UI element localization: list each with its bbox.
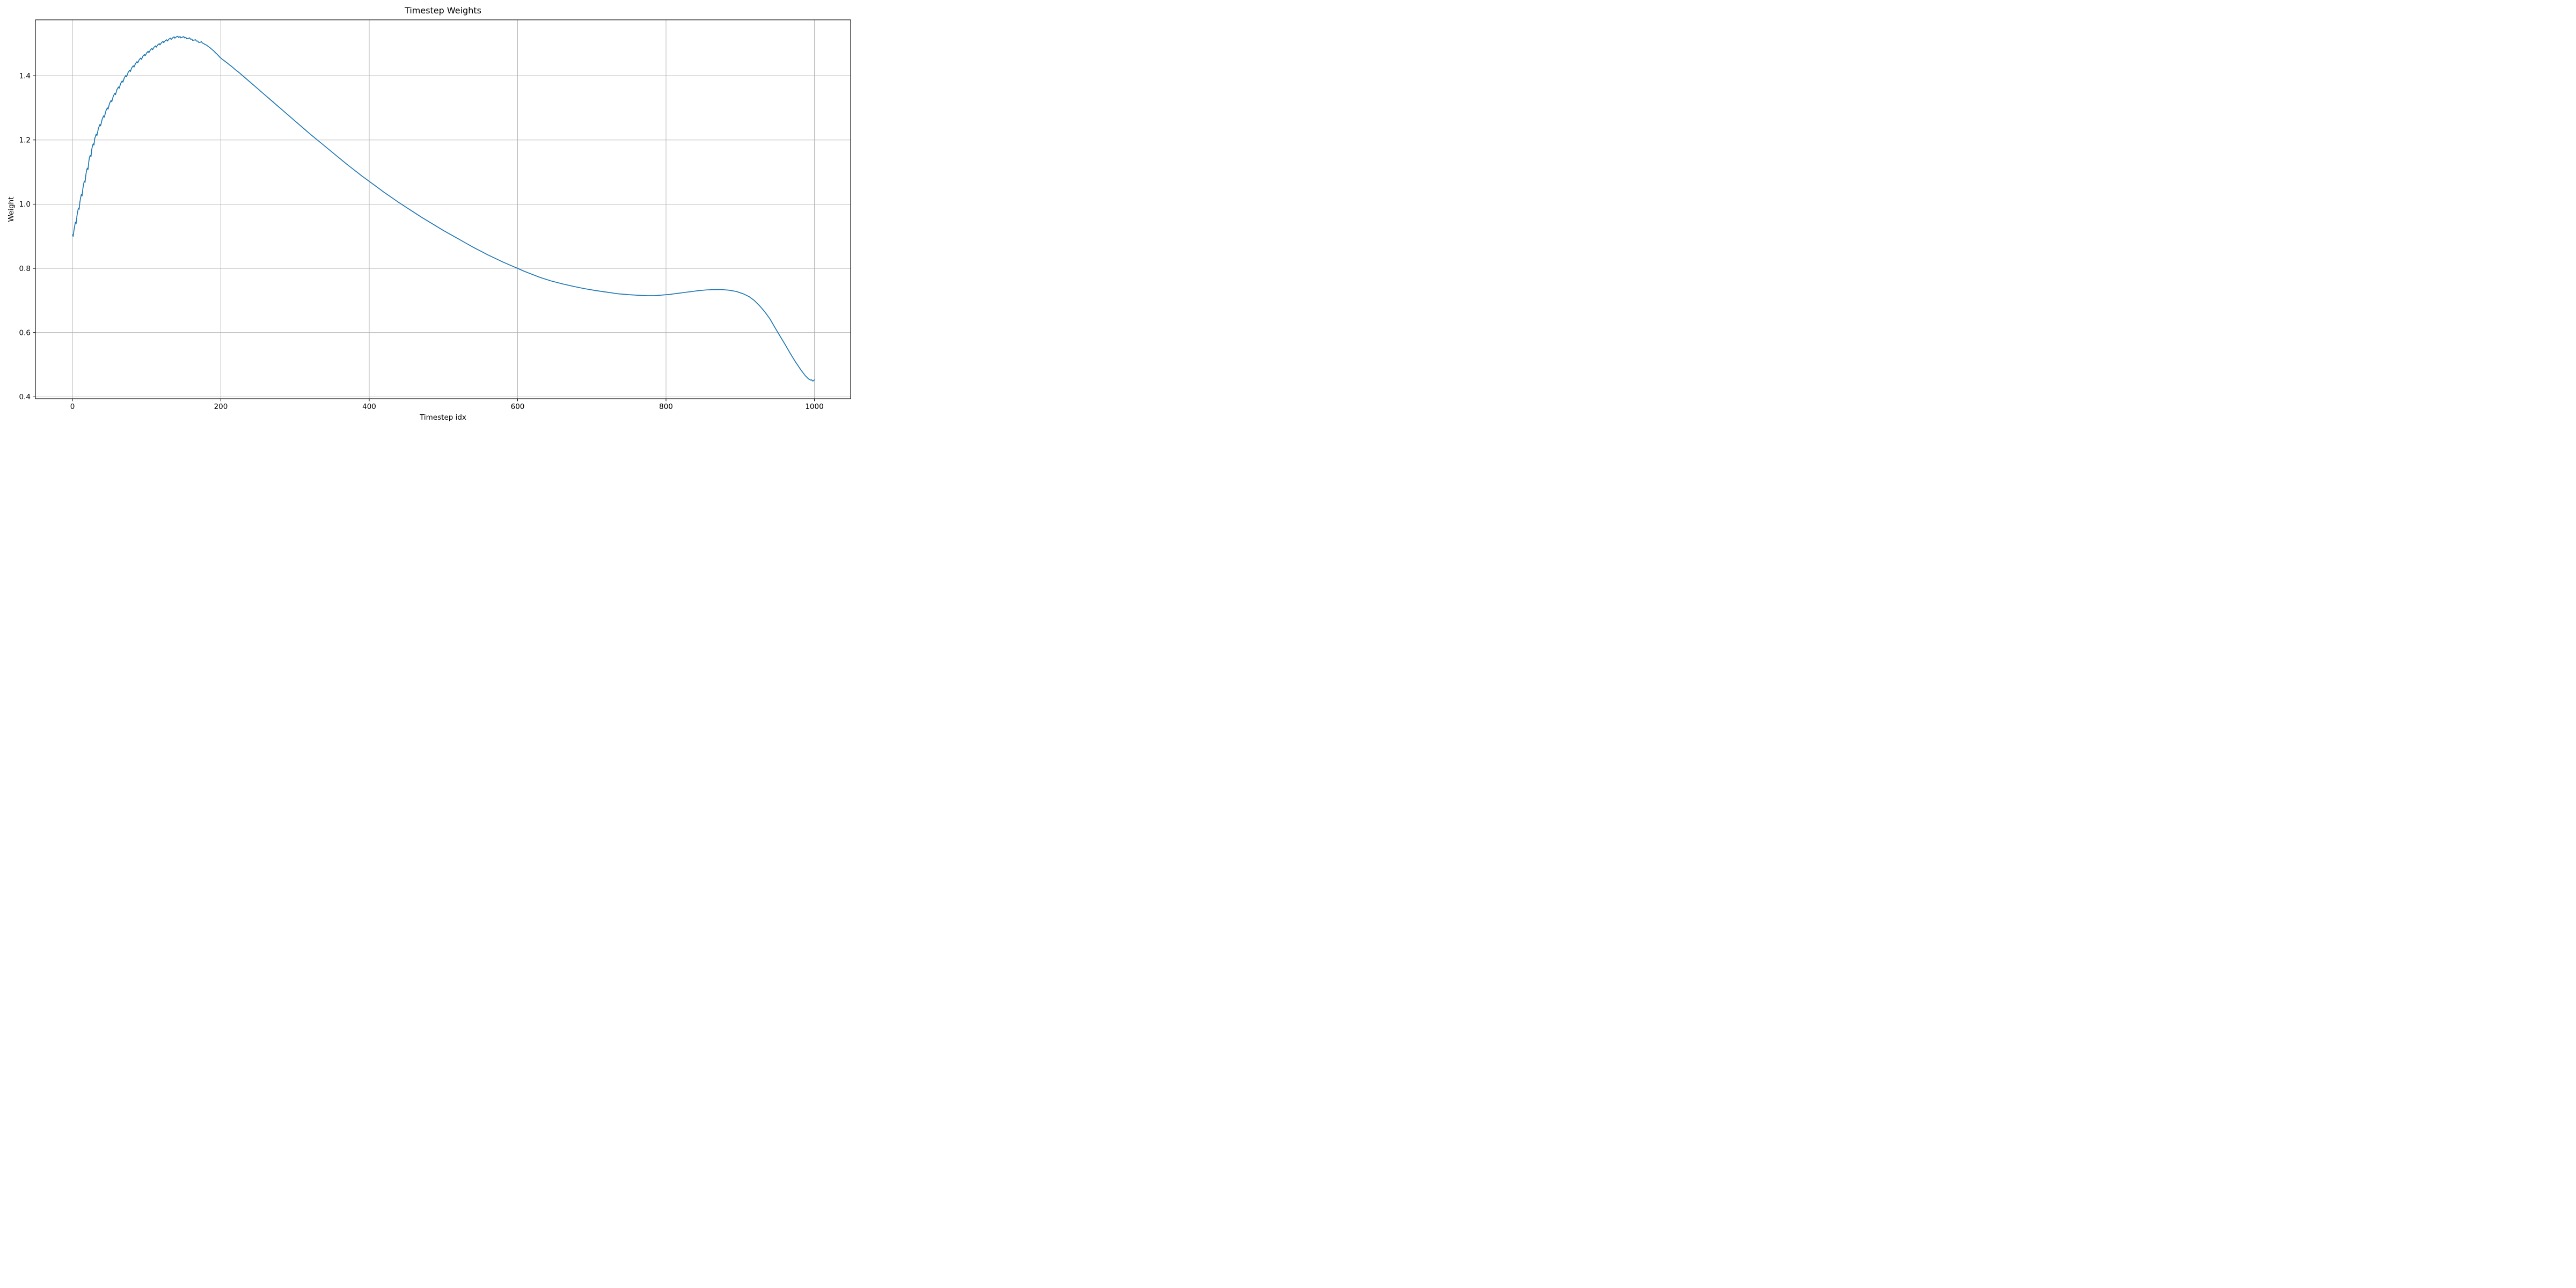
y-tick-label: 0.4 bbox=[19, 393, 31, 401]
data-line-timestep-weight bbox=[72, 35, 815, 382]
x-tick-label: 400 bbox=[362, 402, 376, 411]
x-tick-label: 0 bbox=[70, 402, 75, 411]
line-chart-figure: Timestep Weights Weight 0 200 400 600 800 100… bbox=[0, 0, 859, 429]
y-tick-label: 1.4 bbox=[19, 72, 31, 80]
chart-title: Timestep Weights bbox=[405, 5, 481, 16]
x-tick-label: 200 bbox=[214, 402, 228, 411]
y-tick-label: 0.6 bbox=[19, 328, 31, 337]
x-axis-label: Timestep idx bbox=[420, 413, 466, 422]
y-tick-label: 1.2 bbox=[19, 136, 31, 144]
x-tick-label: 800 bbox=[659, 402, 673, 411]
axes-frame bbox=[35, 19, 851, 399]
x-tick-label: 1000 bbox=[805, 402, 823, 411]
plot-area: 0 200 400 600 800 1000 0.4 0.6 0.8 1.0 1.2 1.4 bbox=[19, 19, 851, 411]
y-tick-label: 0.8 bbox=[19, 265, 31, 273]
x-tick-label: 600 bbox=[511, 402, 525, 411]
y-tick-label: 1.0 bbox=[19, 200, 31, 209]
